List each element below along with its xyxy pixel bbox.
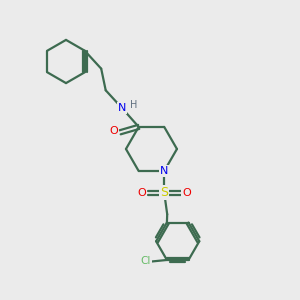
Text: O: O	[109, 126, 118, 136]
Text: Cl: Cl	[141, 256, 151, 266]
Text: O: O	[137, 188, 146, 198]
Text: N: N	[118, 103, 126, 113]
Text: S: S	[160, 186, 168, 199]
Text: H: H	[130, 100, 137, 110]
Text: O: O	[182, 188, 191, 198]
Text: N: N	[160, 166, 168, 176]
